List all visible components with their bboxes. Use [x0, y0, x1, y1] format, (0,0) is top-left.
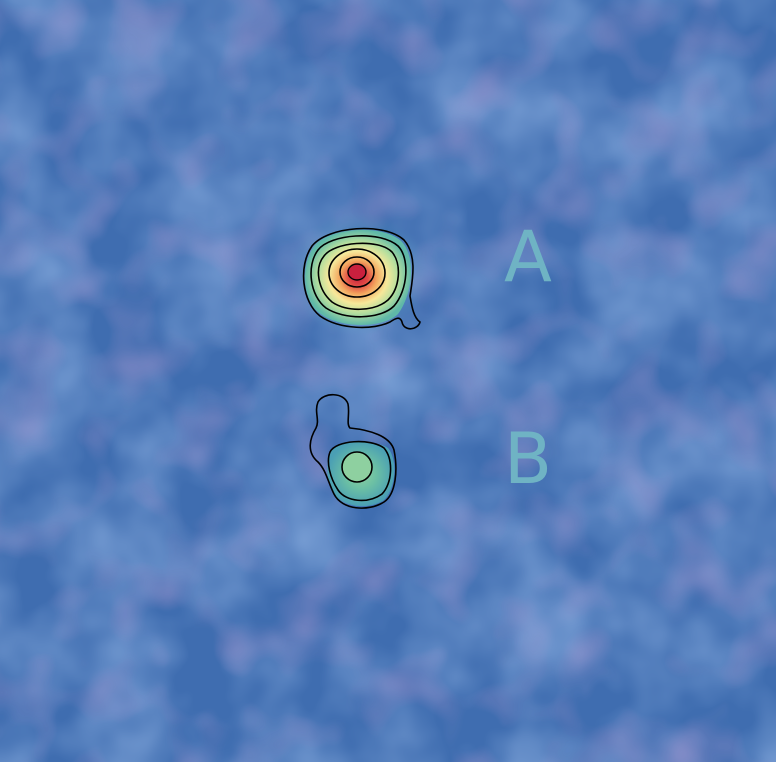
source-a [288, 212, 428, 336]
source-a-contour-5 [339, 256, 375, 288]
source-a-contour-6 [347, 263, 367, 281]
source-label-b: B [504, 418, 553, 500]
source-b [309, 393, 397, 509]
source-a-contour-1 [302, 227, 421, 330]
source-b-contour-1 [309, 393, 397, 509]
source-a-contour-3 [317, 242, 400, 311]
source-a-contour-4 [328, 248, 386, 298]
source-b-contour-3 [341, 451, 373, 483]
source-label-a: A [504, 216, 552, 298]
source-b-contour-2 [327, 440, 392, 502]
source-a-contour-2 [310, 235, 407, 318]
